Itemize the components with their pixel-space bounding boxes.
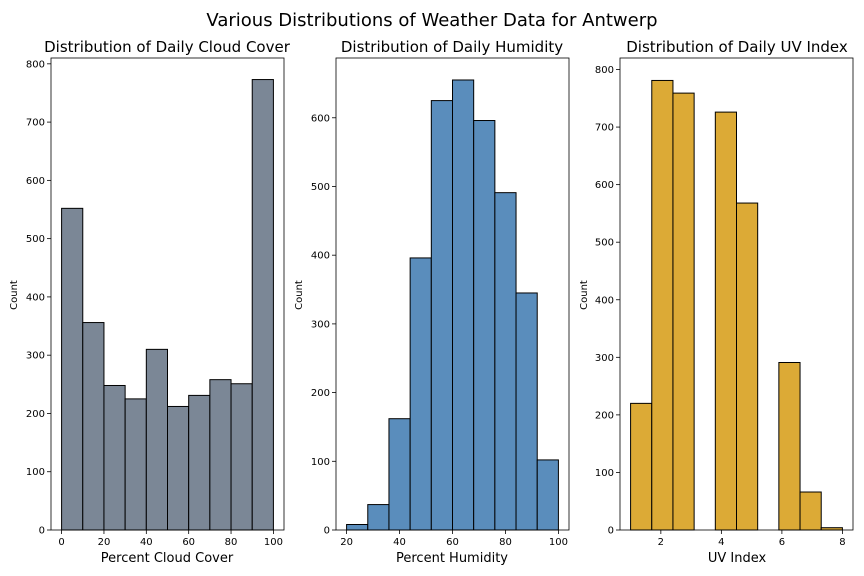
histogram-bar [82,322,105,531]
histogram-bar [672,92,695,531]
y-tick-label: 800 [595,65,614,76]
x-tick-label: 40 [393,537,406,548]
x-axis-label: Percent Cloud Cover [101,551,234,566]
y-tick-label: 600 [311,113,330,124]
histogram-bar [124,398,147,531]
y-tick-label: 400 [595,295,614,306]
histogram-bar [736,202,759,531]
y-tick-label: 400 [26,292,45,303]
histogram-bar [145,348,168,531]
histogram-bar [515,292,538,531]
panel-title: Distribution of Daily Cloud Cover [44,38,291,56]
y-tick-label: 500 [311,182,330,193]
x-tick-label: 20 [98,537,111,548]
panel-title: Distribution of Daily Humidity [341,38,563,56]
y-tick-label: 100 [26,467,45,478]
y-tick-label: 700 [26,118,45,129]
histogram-bar [367,504,390,531]
histogram-bar [799,491,822,531]
y-tick-label: 400 [311,251,330,262]
x-tick-label: 60 [182,537,195,548]
x-axis-label: Percent Humidity [396,551,508,566]
x-tick-label: 4 [718,537,724,548]
histogram-bar [388,418,411,531]
x-axis-label: UV Index [708,551,767,566]
y-tick-label: 300 [595,353,614,364]
x-tick-label: 8 [839,537,845,548]
y-tick-label: 200 [311,388,330,399]
histogram-bar [473,120,496,531]
histogram-bar [430,100,453,531]
axes-frame [50,57,285,531]
humidity-histogram: Distribution of Daily Humidity Percent H… [294,38,570,566]
histogram-bar [536,459,559,531]
y-tick-label: 100 [595,468,614,479]
x-tick-label: 80 [499,537,512,548]
y-tick-label: 500 [26,234,45,245]
histogram-bar [209,379,232,531]
histogram-bar [714,111,737,531]
y-tick-label: 200 [26,409,45,420]
histogram-bar [452,79,475,531]
y-tick-label: 800 [26,59,45,70]
histogram-bar [494,192,517,531]
histogram-bar [630,402,653,531]
uv-index-histogram: Distribution of Daily UV Index UV Index … [579,38,854,566]
histogram-bar [103,384,126,531]
cloud-cover-histogram: Distribution of Daily Cloud Cover Percen… [9,38,291,566]
x-tick-label: 0 [58,537,64,548]
y-tick-label: 200 [595,410,614,421]
y-tick-label: 100 [311,457,330,468]
y-tick-label: 500 [595,238,614,249]
x-tick-label: 6 [779,537,785,548]
x-tick-label: 80 [225,537,238,548]
y-axis-label: Count [9,280,20,310]
histogram-bar [188,394,211,531]
histogram-bar [651,79,674,531]
histogram-bar [167,405,190,531]
histogram-bar [778,361,801,531]
panel-title: Distribution of Daily UV Index [626,38,848,56]
axes-frame [619,57,854,531]
x-tick-label: 2 [658,537,664,548]
y-tick-label: 0 [39,526,45,537]
y-tick-label: 600 [26,176,45,187]
x-tick-label: 60 [446,537,459,548]
histogram-bar [230,383,253,531]
x-tick-label: 100 [549,537,568,548]
y-tick-label: 600 [595,180,614,191]
y-tick-label: 300 [26,351,45,362]
x-tick-label: 100 [264,537,283,548]
histogram-bar [346,524,369,531]
histogram-bar [61,207,84,531]
y-tick-label: 0 [324,526,330,537]
y-axis-label: Count [294,280,305,310]
histogram-bar [251,79,274,531]
y-axis-label: Count [579,280,590,310]
y-tick-label: 300 [311,319,330,330]
y-tick-label: 700 [595,123,614,134]
figure-title: Various Distributions of Weather Data fo… [206,10,657,31]
y-tick-label: 0 [608,526,614,537]
histogram-bar [409,257,432,531]
x-tick-label: 20 [340,537,353,548]
x-tick-label: 40 [140,537,153,548]
